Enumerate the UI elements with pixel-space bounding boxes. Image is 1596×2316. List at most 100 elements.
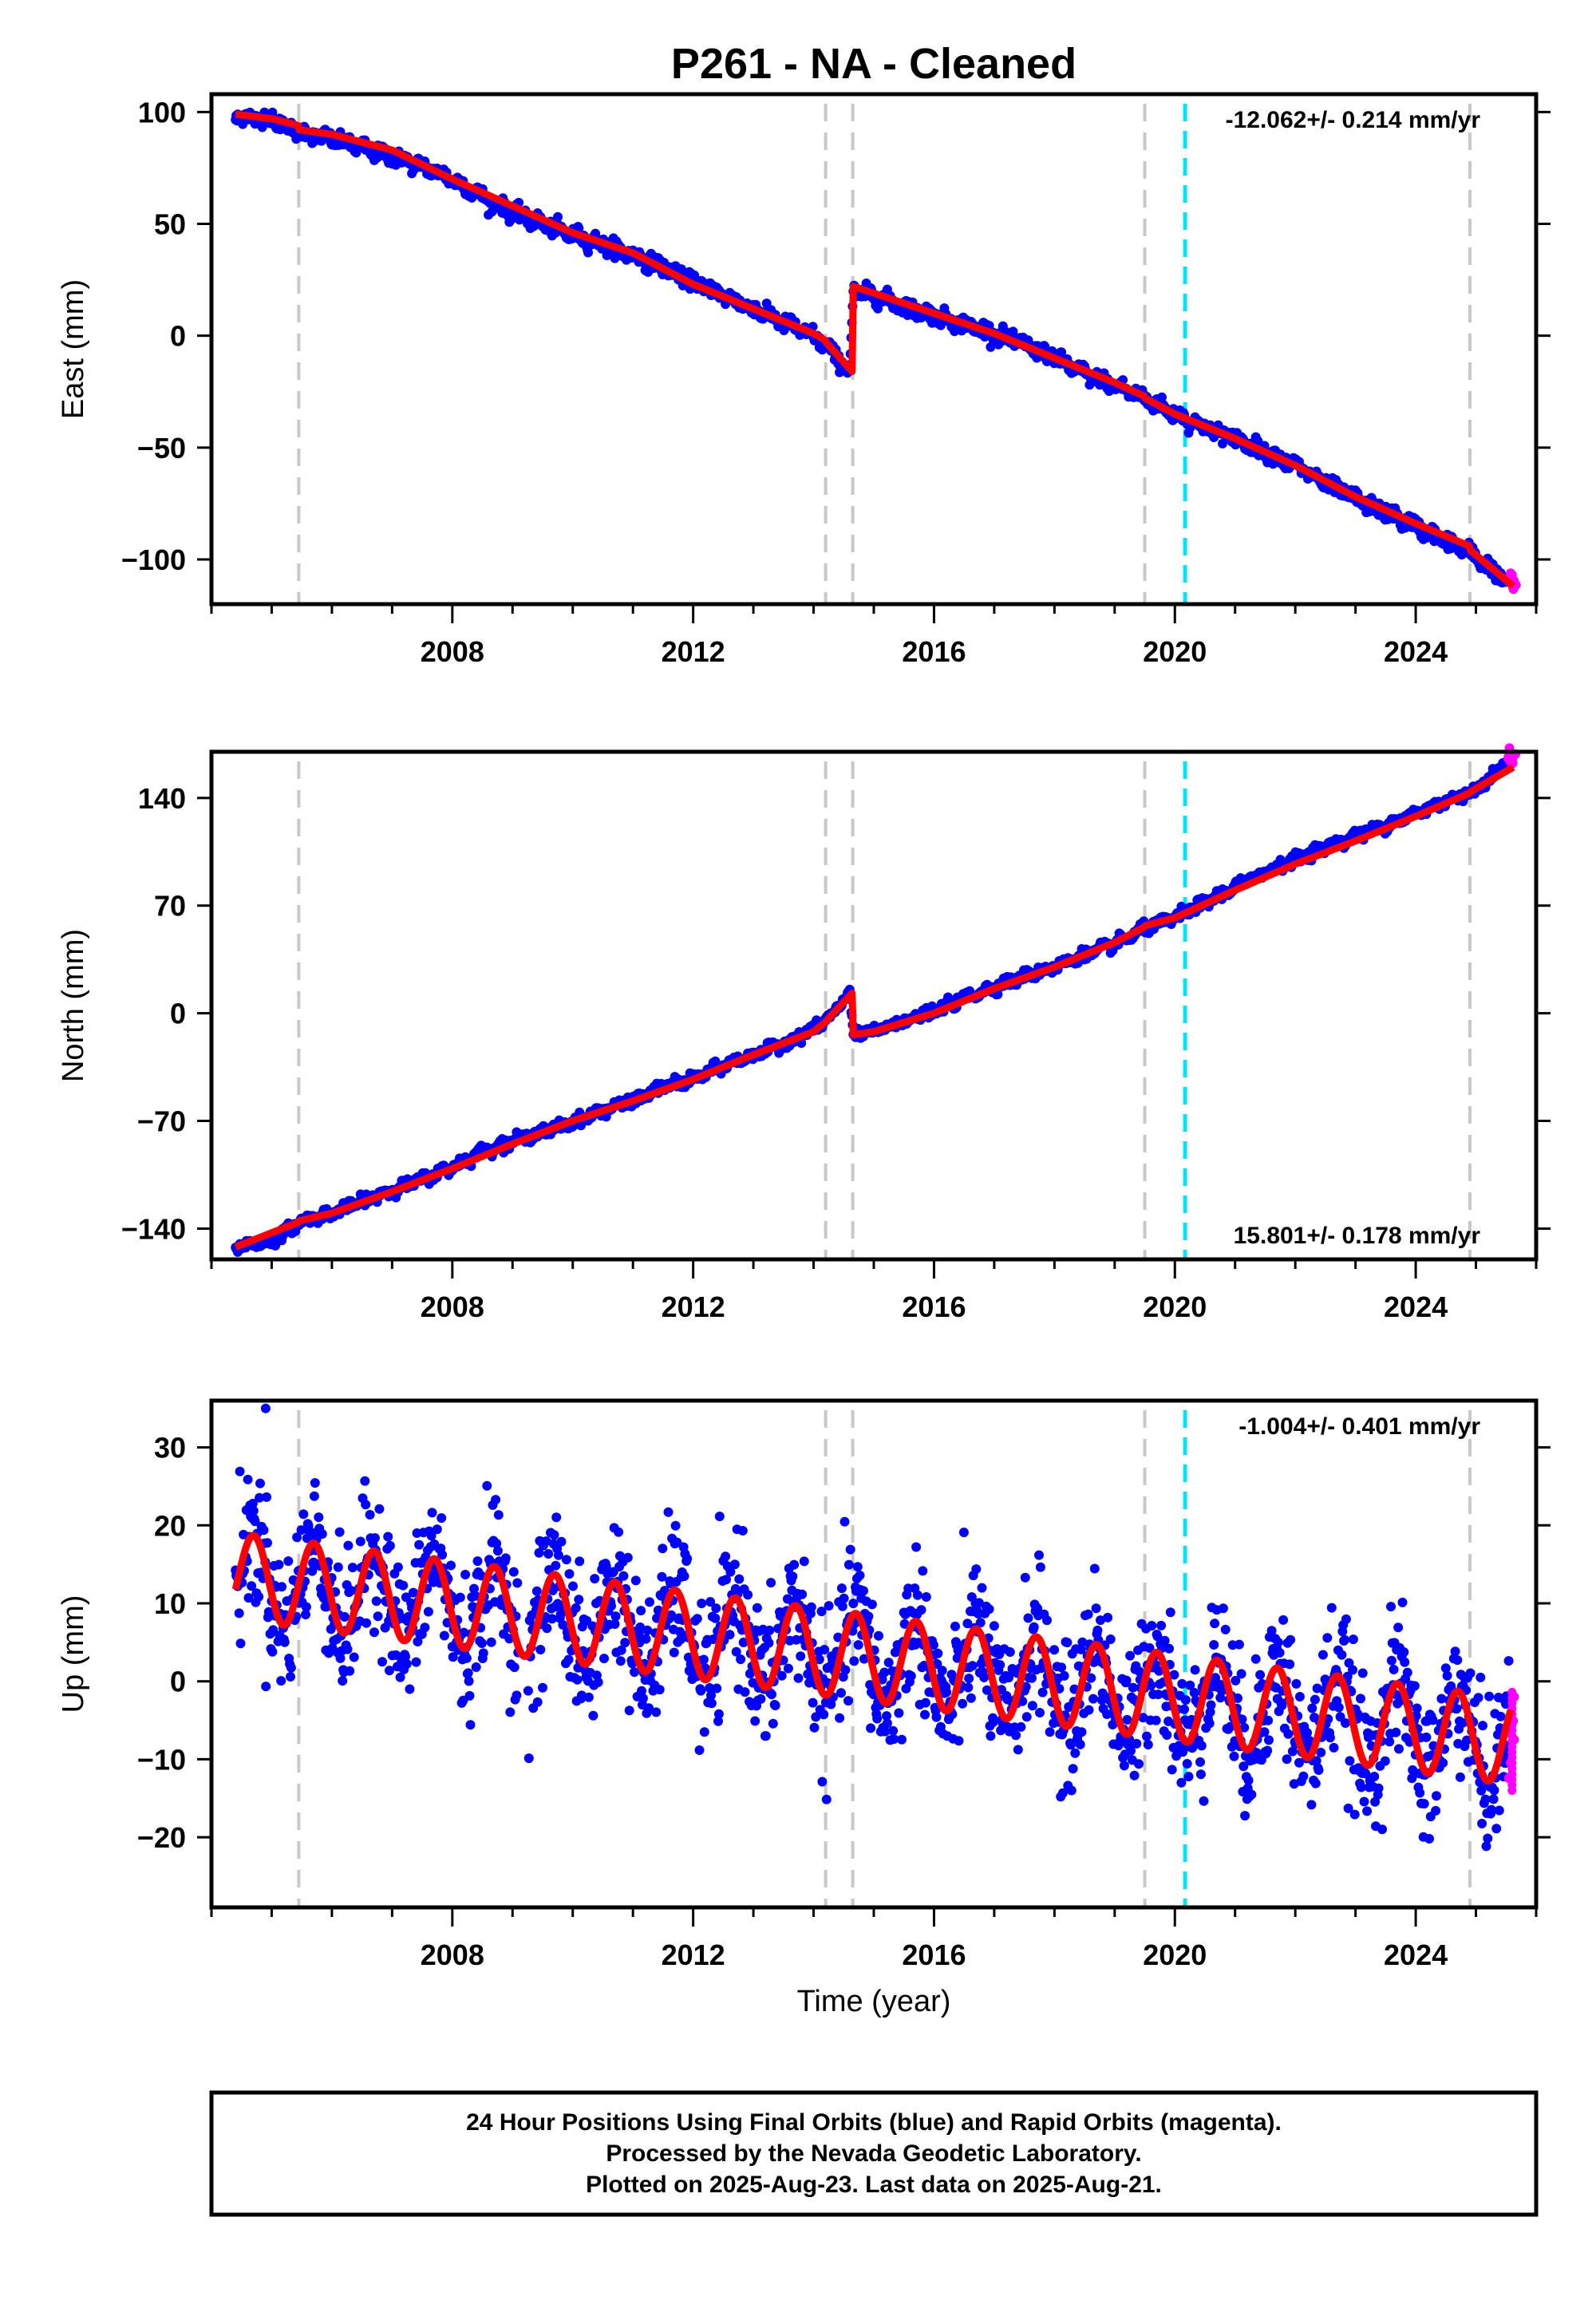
up-data-point xyxy=(967,1661,978,1671)
up-data-point xyxy=(599,1654,609,1664)
figure-title: P261 - NA - Cleaned xyxy=(671,40,1077,88)
up-data-point xyxy=(1066,1785,1077,1796)
up-data-point xyxy=(694,1745,705,1755)
up-data-point xyxy=(1180,1695,1191,1705)
up-data-point xyxy=(706,1698,717,1709)
up-data-point xyxy=(461,1653,472,1663)
up-data-point xyxy=(508,1567,519,1577)
up-data-point xyxy=(509,1662,519,1673)
up-data-point xyxy=(821,1794,832,1804)
up-data-point xyxy=(712,1683,722,1694)
up-data-point xyxy=(414,1539,425,1550)
up-data-point xyxy=(1089,1563,1100,1574)
up-data-point xyxy=(920,1709,930,1720)
up-data-point xyxy=(571,1603,581,1613)
up-data-point xyxy=(979,1672,990,1682)
north-y-tick-label: −140 xyxy=(121,1212,186,1245)
up-data-point xyxy=(564,1569,575,1579)
up-data-point xyxy=(989,1621,999,1631)
up-data-point xyxy=(820,1645,830,1654)
up-data-point xyxy=(500,1553,511,1563)
up-data-point xyxy=(1013,1745,1023,1755)
up-data-point xyxy=(1075,1739,1085,1749)
up-data-point xyxy=(478,1648,488,1658)
up-data-point xyxy=(1057,1662,1067,1673)
up-data-point xyxy=(1088,1694,1098,1704)
east-data-point xyxy=(1008,326,1018,337)
up-data-point xyxy=(894,1708,904,1718)
up-data-point xyxy=(866,1723,876,1733)
up-data-point xyxy=(1143,1740,1153,1750)
up-data-point xyxy=(843,1696,853,1706)
up-data-point xyxy=(505,1707,516,1717)
up-data-point xyxy=(897,1734,907,1745)
east-y-axis-label: East (mm) xyxy=(57,279,90,419)
up-data-point xyxy=(615,1656,626,1666)
up-data-point xyxy=(377,1657,387,1667)
up-data-point xyxy=(874,1630,883,1641)
up-data-point xyxy=(512,1690,522,1701)
up-data-point xyxy=(398,1580,409,1591)
up-data-point xyxy=(721,1551,731,1562)
up-data-point xyxy=(383,1531,393,1542)
up-data-point xyxy=(752,1603,762,1613)
east-x-tick-label: 2008 xyxy=(421,635,484,668)
up-data-point xyxy=(427,1508,437,1518)
up-data-point xyxy=(369,1627,379,1638)
up-data-point xyxy=(283,1556,294,1567)
up-data-point xyxy=(839,1593,849,1603)
north-x-tick-label: 2016 xyxy=(902,1290,966,1323)
up-data-point xyxy=(740,1687,750,1697)
north-y-tick-label: 140 xyxy=(138,782,186,815)
up-data-point xyxy=(432,1524,442,1535)
up-data-point xyxy=(670,1520,681,1531)
up-data-point xyxy=(568,1581,578,1591)
up-data-point xyxy=(1077,1727,1087,1737)
east-model-line xyxy=(235,110,1516,590)
up-data-point xyxy=(476,1638,487,1648)
up-data-point xyxy=(309,1491,319,1501)
up-data-point xyxy=(995,1660,1005,1670)
up-data-point xyxy=(349,1652,359,1662)
up-data-point xyxy=(460,1570,471,1579)
up-data-point xyxy=(1021,1712,1032,1722)
up-data-point xyxy=(347,1563,358,1573)
up-data-point xyxy=(824,1601,834,1611)
up-data-point xyxy=(420,1622,430,1633)
up-data-point xyxy=(523,1753,534,1764)
up-data-point xyxy=(549,1530,559,1540)
up-data-point xyxy=(1005,1647,1015,1657)
east-x-tick-label: 2012 xyxy=(662,635,725,668)
up-data-point xyxy=(405,1684,415,1694)
up-data-point xyxy=(446,1560,456,1571)
up-data-point xyxy=(423,1607,433,1617)
up-data-point xyxy=(669,1647,679,1658)
east-x-tick-label: 2024 xyxy=(1384,635,1448,668)
up-data-point xyxy=(638,1694,648,1703)
up-data-point xyxy=(334,1527,345,1537)
up-data-point xyxy=(1020,1572,1030,1583)
up-data-point xyxy=(711,1603,721,1614)
up-data-point xyxy=(654,1685,665,1695)
north-rate-label: 15.801+/- 0.178 mm/yr xyxy=(1234,1223,1481,1249)
up-data-point xyxy=(963,1682,974,1693)
up-data-point xyxy=(863,1611,874,1622)
up-data-point xyxy=(385,1540,395,1551)
north-y-tick-label: 0 xyxy=(170,998,186,1030)
up-data-point xyxy=(736,1654,746,1665)
up-data-point xyxy=(906,1671,916,1681)
north-x-tick-label: 2024 xyxy=(1384,1290,1448,1323)
up-data-point xyxy=(931,1712,942,1722)
up-data-point xyxy=(1016,1721,1026,1732)
up-data-point xyxy=(950,1621,960,1631)
up-data-point xyxy=(692,1614,702,1624)
up-data-point xyxy=(361,1618,372,1628)
up-data-point xyxy=(535,1645,546,1654)
up-data-point xyxy=(365,1510,375,1520)
up-data-point xyxy=(492,1546,503,1556)
up-data-point xyxy=(713,1709,724,1719)
up-data-point xyxy=(1195,1769,1206,1780)
up-data-point xyxy=(234,1608,244,1618)
up-data-point xyxy=(624,1705,634,1716)
